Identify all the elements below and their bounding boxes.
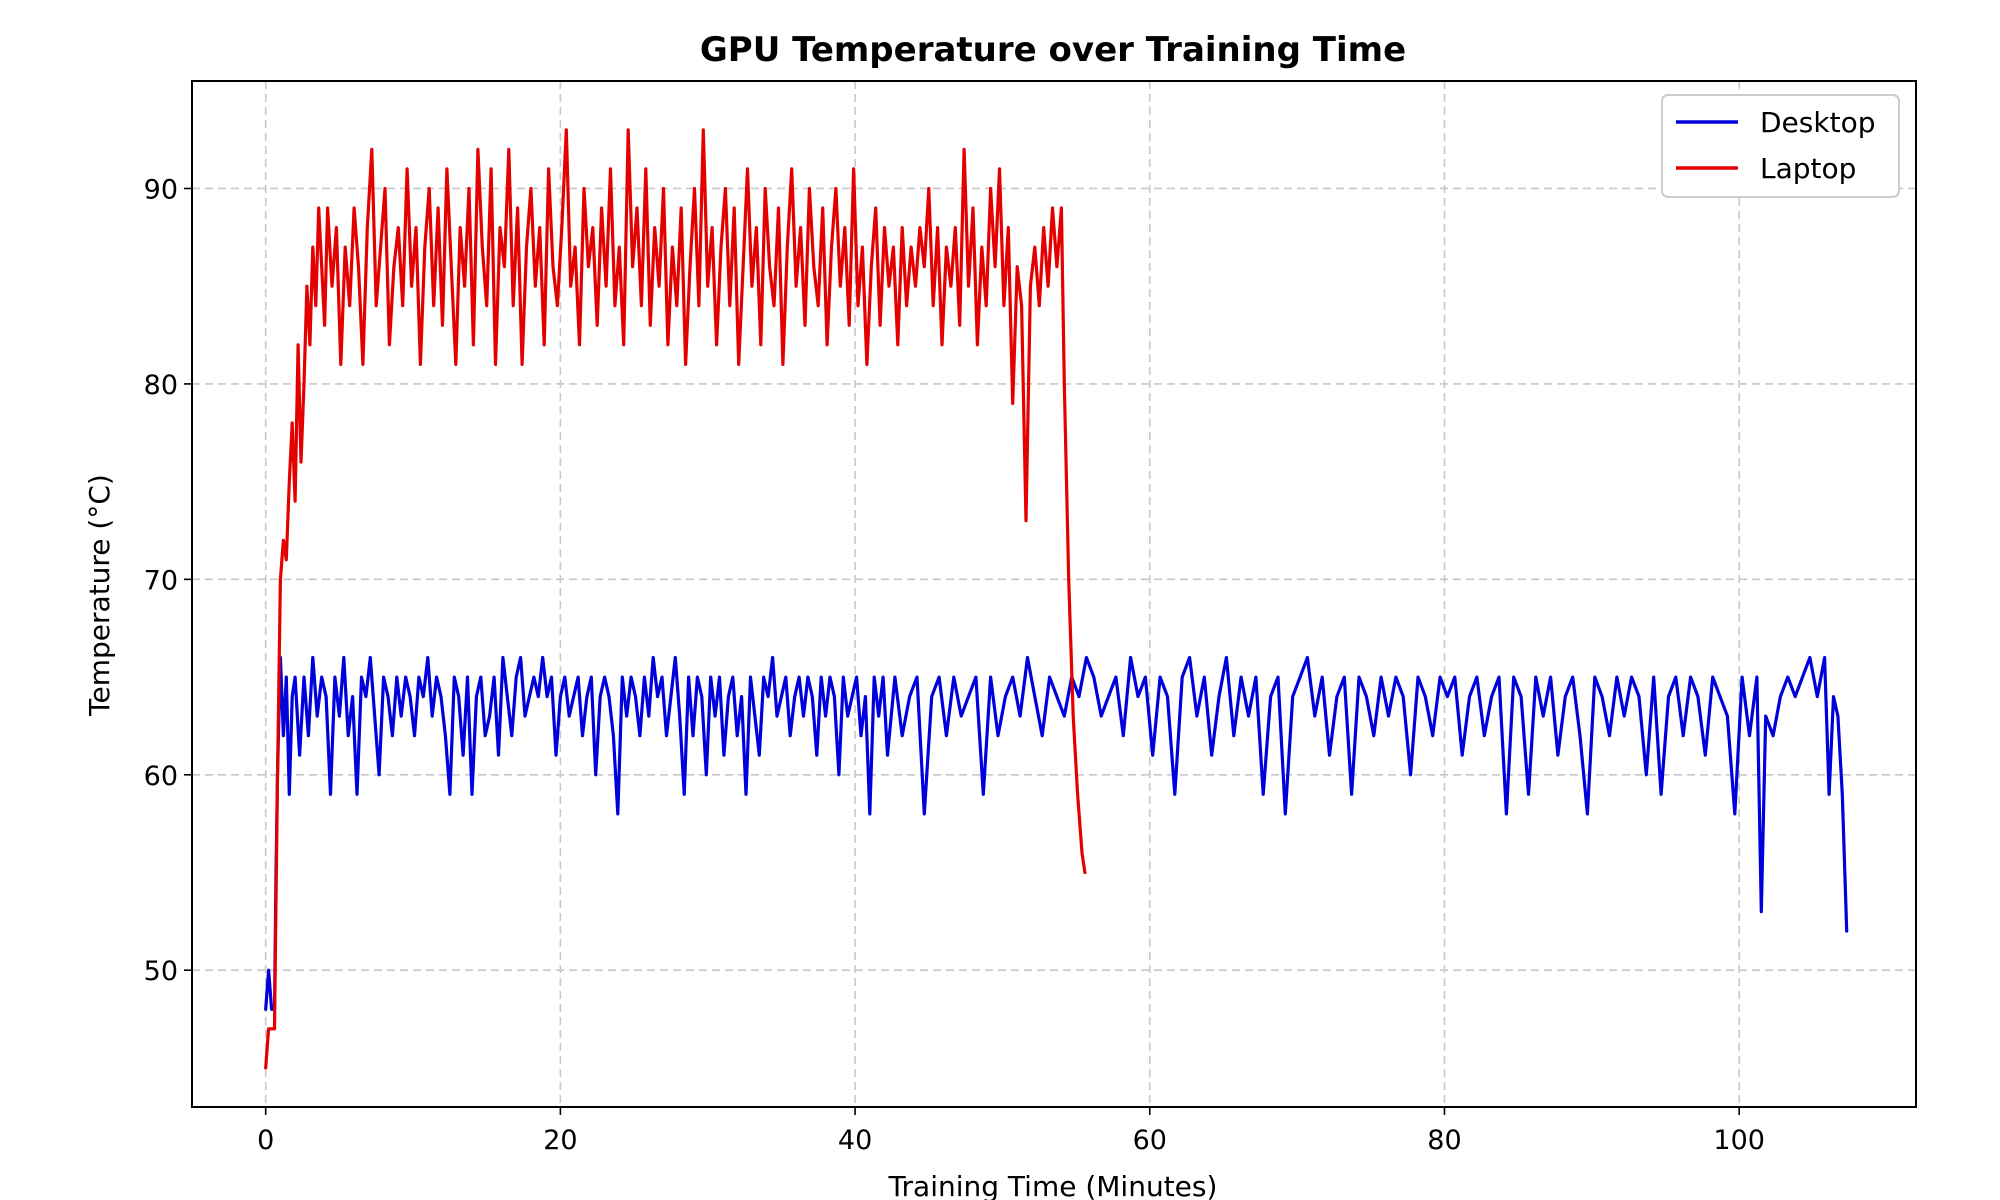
axis-ticks: 0 20 40 60 80 100 50 60 70 80 90 (144, 174, 1765, 1156)
y-tick-label: 60 (144, 761, 178, 792)
y-tick-label: 80 (144, 370, 178, 401)
x-tick-label: 60 (1133, 1125, 1167, 1156)
series-line-desktop (264, 655, 1849, 1011)
chart-title: GPU Temperature over Training Time (700, 30, 1406, 70)
y-tick-label: 70 (144, 565, 178, 596)
y-tick-label: 90 (144, 174, 178, 205)
plot-series (264, 128, 1849, 1070)
x-tick-label: 0 (257, 1125, 274, 1156)
x-tick-label: 100 (1713, 1125, 1765, 1156)
series-line-laptop (264, 128, 1087, 1070)
legend-label-desktop: Desktop (1760, 106, 1875, 139)
x-tick-label: 40 (838, 1125, 872, 1156)
y-axis-label: Temperature (°C) (83, 474, 116, 717)
x-tick-label: 20 (543, 1125, 577, 1156)
y-tick-label: 50 (144, 956, 178, 987)
legend: Desktop Laptop (1661, 94, 1900, 198)
grid (192, 81, 1916, 1107)
x-axis-label: Training Time (Minutes) (888, 1170, 1218, 1200)
plot-frame (191, 80, 1917, 1108)
x-tick-label: 80 (1427, 1125, 1461, 1156)
legend-label-laptop: Laptop (1760, 152, 1856, 185)
